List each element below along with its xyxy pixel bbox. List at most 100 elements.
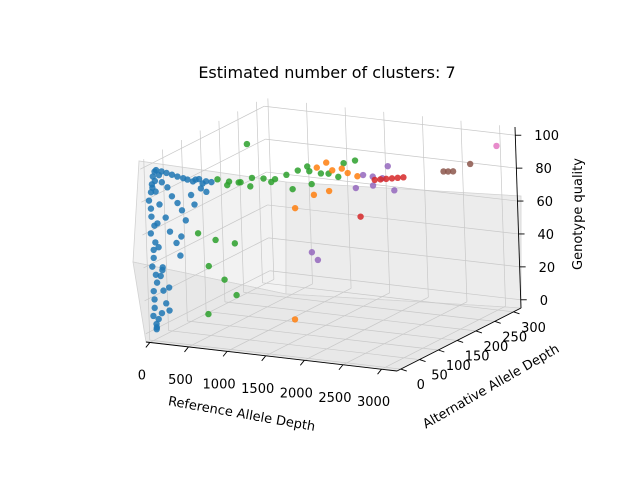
z-grid-back [268,237,520,268]
data-point-cluster-1 [184,176,191,183]
y-grid-side [143,159,151,341]
x-grid-floor [226,288,352,352]
data-point-cluster-4 [314,256,322,264]
x-tick-label: 1500 [241,382,274,397]
data-point-cluster-1 [152,271,160,278]
data-point-cluster-1 [191,201,198,208]
data-point-cluster-2 [289,185,296,193]
data-point-cluster-1 [153,325,160,333]
data-point-cluster-5 [388,175,396,182]
x-grid-floor [265,292,390,357]
x-tick-mark [145,342,151,348]
y-grid-side [218,120,226,302]
data-point-cluster-5 [377,176,384,183]
z-grid-back [266,171,518,202]
data-point-cluster-1 [164,184,171,191]
data-point-cluster-3 [310,191,318,199]
data-point-cluster-1 [151,296,158,303]
data-point-cluster-2 [351,157,359,164]
x-tick-mark [222,351,228,357]
data-point-cluster-5 [394,174,401,182]
x-tick-mark [261,355,267,362]
data-point-cluster-1 [158,179,166,186]
y-tick-mark [400,368,407,372]
x-tick-label: 1000 [203,377,236,392]
data-point-cluster-2 [205,310,212,318]
data-point-cluster-2 [212,236,219,244]
y-grid-floor [187,320,439,351]
data-point-cluster-1 [166,228,174,235]
data-point-cluster-1 [163,300,170,307]
data-point-cluster-2 [194,230,202,237]
data-point-cluster-1 [155,244,162,251]
data-point-cluster-2 [317,170,325,177]
data-point-cluster-4 [369,182,377,189]
data-point-cluster-1 [162,214,169,221]
data-point-cluster-3 [313,164,320,171]
data-point-cluster-1 [157,272,164,280]
data-point-cluster-3 [323,159,330,166]
chart-title: Estimated number of clusters: 7 [198,63,455,82]
data-point-cluster-2 [308,180,315,188]
data-point-cluster-1 [173,239,180,247]
data-points [145,140,500,333]
back-pane [285,181,522,309]
data-point-cluster-2 [235,179,242,186]
x-grid-floor [304,296,429,361]
data-point-cluster-1 [195,175,203,183]
data-point-cluster-3 [329,167,336,174]
y-tick-label: 0 [417,378,425,393]
y-tick-mark [513,311,520,315]
data-point-cluster-1 [148,213,155,220]
x-tick-mark [299,360,305,366]
data-point-cluster-3 [338,165,345,172]
data-point-cluster-1 [197,185,205,192]
z-grid-back [265,138,517,169]
data-point-cluster-3 [354,173,361,180]
x-grid-back [499,125,506,307]
x-grid-floor [149,279,275,343]
data-point-cluster-2 [335,173,342,181]
data-point-cluster-2 [231,240,239,247]
data-point-cluster-1 [187,191,195,199]
data-point-cluster-2 [221,276,228,283]
data-point-cluster-1 [178,207,186,214]
y-tick-mark [419,359,426,362]
data-point-cluster-3 [344,169,351,177]
data-point-cluster-1 [159,266,166,274]
data-point-cluster-1 [166,307,173,314]
x-tick-mark [338,364,344,371]
data-point-cluster-5 [400,174,407,181]
data-point-cluster-1 [151,177,159,185]
data-point-cluster-1 [168,171,176,178]
data-point-cluster-1 [174,173,181,180]
data-point-cluster-1 [182,217,189,224]
data-point-cluster-1 [145,197,153,204]
data-point-cluster-2 [283,171,290,179]
data-point-cluster-4 [391,187,398,194]
data-point-cluster-1 [174,199,181,207]
x-grid-back [383,111,391,293]
x-tick-label: 500 [168,373,193,388]
y-axis-label: Alternative Allele Depth [420,342,562,432]
data-point-cluster-2 [260,175,267,182]
data-point-cluster-1 [150,312,157,320]
data-point-cluster-6 [444,168,452,175]
z-tick-label: 100 [534,129,559,144]
y-tick-label: 100 [446,359,471,374]
y-tick-label: 250 [502,330,527,345]
z-tick-label: 60 [536,195,553,210]
data-point-cluster-3 [291,316,299,323]
data-point-cluster-1 [156,201,163,208]
x-tick-label: 2000 [280,386,313,401]
data-point-cluster-1 [151,168,158,175]
data-point-cluster-2 [243,140,251,148]
y-grid-floor [243,292,495,322]
data-point-cluster-1 [147,230,155,237]
y-grid-floor [224,301,476,332]
x-grid-floor [342,301,468,366]
z-axis-line [514,126,522,309]
data-point-cluster-4 [308,249,316,256]
data-point-cluster-7 [493,142,500,150]
